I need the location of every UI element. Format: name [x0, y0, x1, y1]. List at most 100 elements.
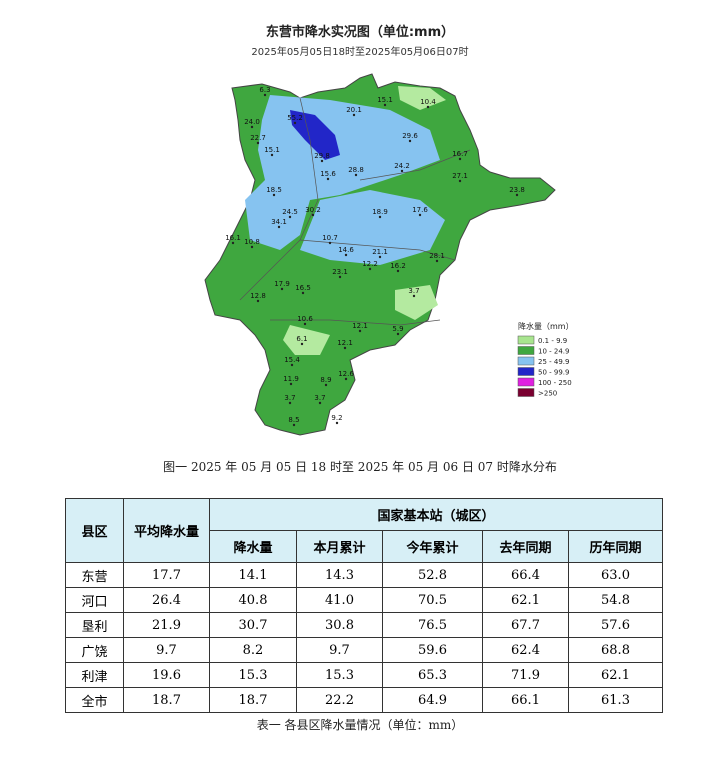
table-cell: 62.4: [482, 637, 569, 663]
station-value: 5.9: [392, 325, 403, 333]
station-value: 10.4: [420, 98, 436, 106]
station-dot: [344, 377, 348, 381]
station-value: 28.8: [348, 166, 364, 174]
station-value: 24.5: [282, 208, 298, 216]
station-dot: [378, 215, 382, 219]
station-dot: [418, 213, 422, 217]
station-dot: [318, 401, 322, 405]
table-cell: 59.6: [382, 637, 483, 663]
header-cell: 国家基本站（城区）: [209, 498, 663, 531]
zone-0-9: [395, 285, 438, 320]
table-cell: 76.5: [382, 612, 483, 638]
table-cell: 全市: [65, 687, 124, 713]
station-dot: [344, 253, 348, 257]
table-cell: 62.1: [568, 662, 663, 688]
station-value: 16.1: [225, 234, 241, 242]
station-dot: [301, 291, 305, 295]
station-value: 16.2: [390, 262, 406, 270]
zone-25-49: [245, 95, 440, 250]
station-dot: [263, 93, 267, 97]
map-caption: 图一 2025 年 05 月 05 日 18 时至 2025 年 05 月 06…: [163, 460, 557, 474]
table-cell: 18.7: [123, 687, 210, 713]
station-value: 12.1: [337, 339, 353, 347]
legend-swatch: [517, 377, 535, 387]
table-cell: 14.1: [209, 562, 297, 588]
legend-label: 100 - 250: [538, 379, 572, 387]
station-value: 18.5: [266, 186, 282, 194]
station-value: 8.9: [320, 376, 331, 384]
header-cell: 县区: [65, 498, 124, 563]
station-dot: [515, 193, 519, 197]
station-dot: [396, 332, 400, 336]
station-dot: [400, 169, 404, 173]
table-cell: 垦利: [65, 612, 124, 638]
station-dot: [290, 363, 294, 367]
station-value: 15.1: [377, 96, 393, 104]
table-cell: 67.7: [482, 612, 569, 638]
table-cell: 东营: [65, 562, 124, 588]
table-cell: 70.5: [382, 587, 483, 613]
header-row: 降水量 本月累计 今年累计 去年同期 历年同期: [66, 530, 663, 563]
table-cell: 40.8: [209, 587, 297, 613]
station-value: 23.8: [509, 186, 525, 194]
station-dot: [326, 177, 330, 181]
station-dot: [272, 193, 276, 197]
legend-label: 50 - 99.9: [538, 369, 569, 377]
station-dot: [426, 105, 430, 109]
table-cell: 62.1: [482, 587, 569, 613]
table-cell: 17.7: [123, 562, 210, 588]
station-dot: [435, 259, 439, 263]
station-dot: [303, 322, 307, 326]
header-cell: 去年同期: [482, 530, 569, 563]
header-cell: 本月累计: [296, 530, 383, 563]
station-dot: [354, 173, 358, 177]
table-cell: 河口: [65, 587, 124, 613]
station-dot: [293, 121, 297, 125]
table-cell: 63.0: [568, 562, 663, 588]
station-value: 10.7: [322, 234, 338, 242]
station-dot: [335, 421, 339, 425]
table-row: 河口 26.4 40.8 41.0 70.5 62.1 54.8: [65, 587, 663, 613]
station-dot: [280, 287, 284, 291]
station-dot: [368, 267, 372, 271]
header-cell: 今年累计: [382, 530, 483, 563]
table-cell: 68.8: [568, 637, 663, 663]
table-row: 利津 19.6 15.3 15.3 65.3 71.9 62.1: [65, 662, 663, 688]
station-value: 6.1: [296, 335, 307, 343]
map-figure: 东营市降水实况图（单位:mm） 2025年05月05日18时至2025年05月0…: [204, 24, 574, 436]
station-value: 16.5: [295, 284, 311, 292]
station-value: 12.6: [338, 370, 354, 378]
header-row: 县区 平均降水量 国家基本站（城区）: [65, 498, 663, 563]
table-cell: 广饶: [65, 637, 124, 663]
map-subtitle: 2025年05月05日18时至2025年05月06日07时: [251, 45, 468, 58]
station-value: 22.7: [250, 134, 266, 142]
header-cell: 降水量: [209, 530, 297, 563]
station-dot: [250, 245, 254, 249]
table-cell: 30.7: [209, 612, 297, 638]
station-value: 21.1: [372, 248, 388, 256]
station-value: 3.7: [408, 287, 419, 295]
station-dot: [320, 159, 324, 163]
station-value: 10.6: [297, 315, 313, 323]
station-dot: [412, 294, 416, 298]
station-value: 6.3: [259, 86, 270, 94]
table-cell: 52.8: [382, 562, 483, 588]
station-value: 27.1: [452, 172, 468, 180]
table-cell: 26.4: [123, 587, 210, 613]
station-dot: [250, 125, 254, 129]
legend-swatch: [517, 388, 535, 397]
header-cell: 历年同期: [568, 530, 663, 563]
station-value: 17.9: [274, 280, 290, 288]
station-value: 28.1: [429, 252, 445, 260]
legend-swatch: [517, 367, 535, 376]
station-dot: [328, 241, 332, 245]
table-cell: 8.2: [209, 637, 297, 663]
station-dot: [458, 157, 462, 161]
zone-50-99: [290, 110, 340, 160]
station-value: 3.7: [284, 394, 295, 402]
station-value: 18.9: [372, 208, 388, 216]
station-value: 17.6: [412, 206, 428, 214]
station-dot: [288, 215, 292, 219]
table-cell: 9.7: [123, 637, 210, 663]
zone-0-9: [283, 325, 330, 355]
